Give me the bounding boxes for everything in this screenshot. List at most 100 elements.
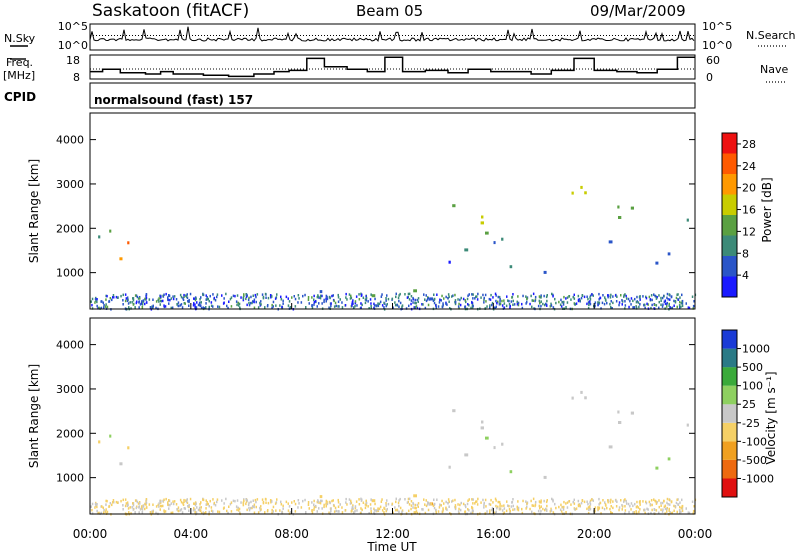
power-cell — [561, 300, 563, 304]
power-cell — [140, 302, 143, 305]
power-cell — [96, 298, 98, 301]
velocity-cell — [543, 499, 545, 503]
velocity-cell — [475, 500, 477, 503]
velocity-cell — [179, 498, 182, 502]
velocity-cell — [253, 511, 256, 514]
power-cell — [132, 303, 135, 306]
velocity-cell — [187, 505, 189, 508]
velocity-cell — [525, 507, 527, 510]
velocity-cell — [589, 505, 591, 508]
power-cell — [94, 301, 96, 304]
power-cell — [648, 295, 651, 299]
velocity-cell — [139, 508, 142, 511]
power-cell — [311, 304, 313, 307]
power-cell — [639, 303, 641, 306]
velocity-cell — [297, 506, 299, 509]
velocity-cell — [522, 499, 524, 503]
power-cell — [101, 300, 103, 303]
velocity-cell — [242, 502, 244, 505]
velocity-cell — [281, 512, 283, 515]
power-cell — [484, 293, 487, 297]
velocity-cell — [328, 511, 330, 514]
power-cell — [494, 292, 497, 296]
power-cell — [655, 297, 658, 300]
power-cell — [414, 298, 416, 302]
power-cell — [163, 304, 165, 307]
colorbar-tick-label: 500 — [742, 361, 763, 374]
velocity-cell — [355, 500, 358, 503]
velocity-cell — [113, 501, 115, 504]
power-cell — [408, 298, 411, 301]
power-cell — [122, 303, 124, 306]
velocity-cell — [512, 498, 514, 501]
velocity-cell — [337, 505, 340, 508]
velocity-cell — [577, 499, 580, 503]
velocity-cell — [316, 500, 319, 504]
power-cell — [658, 306, 660, 310]
power-cell — [686, 218, 689, 222]
velocity-cell — [207, 502, 209, 506]
velocity-cell — [260, 505, 262, 508]
power-cell — [383, 306, 385, 309]
velocity-cell — [117, 501, 119, 504]
velocity-cell — [471, 506, 473, 509]
velocity-cell — [91, 512, 94, 515]
power-cell — [362, 296, 365, 299]
power-cell — [234, 294, 236, 298]
power-cell — [600, 307, 602, 310]
power-cell — [319, 296, 322, 300]
power-cell — [623, 295, 625, 298]
velocity-cell — [426, 503, 429, 506]
power-cell — [176, 303, 178, 306]
velocity-cell — [271, 511, 273, 515]
velocity-cell — [594, 506, 597, 509]
power-cell — [288, 300, 291, 303]
velocity-cell — [656, 501, 658, 504]
velocity-cell — [339, 503, 341, 506]
nsearch-tick-top: 10^5 — [702, 20, 732, 33]
power-cell — [677, 298, 679, 301]
power-cell — [654, 294, 656, 298]
power-cell — [218, 305, 221, 309]
velocity-cell — [199, 509, 201, 512]
power-cell — [425, 299, 428, 303]
power-cell — [462, 297, 465, 301]
velocity-cell — [381, 498, 383, 501]
power-cell — [257, 306, 260, 309]
power-cell — [270, 294, 272, 297]
power-cell — [297, 294, 300, 297]
velocity-cell — [139, 502, 141, 505]
velocity-cell — [205, 507, 207, 510]
power-cell — [542, 302, 544, 306]
colorbar-swatch — [722, 478, 737, 497]
velocity-cell — [194, 508, 196, 511]
velocity-cell — [442, 509, 444, 512]
velocity-cell — [625, 499, 627, 503]
velocity-cell — [530, 499, 532, 503]
power-cell — [688, 306, 691, 310]
velocity-cell — [311, 501, 313, 504]
power-cell — [193, 302, 195, 305]
velocity-cell — [337, 498, 339, 502]
velocity-cell — [508, 508, 511, 511]
power-cell — [562, 303, 565, 306]
power-cell — [185, 295, 188, 298]
power-cell — [630, 206, 634, 210]
velocity-cell — [126, 504, 129, 507]
power-cell — [517, 303, 520, 307]
velocity-cell — [558, 505, 560, 509]
power-cell — [612, 295, 614, 298]
velocity-cell — [618, 421, 622, 424]
velocity-cell — [485, 505, 487, 508]
velocity-cell — [209, 499, 211, 503]
velocity-cell — [610, 510, 612, 514]
velocity-cell — [182, 502, 184, 505]
power-cell — [98, 306, 100, 310]
velocity-cell — [597, 506, 599, 509]
power-cell — [645, 296, 648, 300]
velocity-cell — [407, 497, 410, 501]
velocity-cell — [687, 511, 690, 514]
power-cell — [638, 305, 640, 309]
power-cell — [276, 293, 278, 296]
nsky-panel-frame — [89, 23, 696, 51]
